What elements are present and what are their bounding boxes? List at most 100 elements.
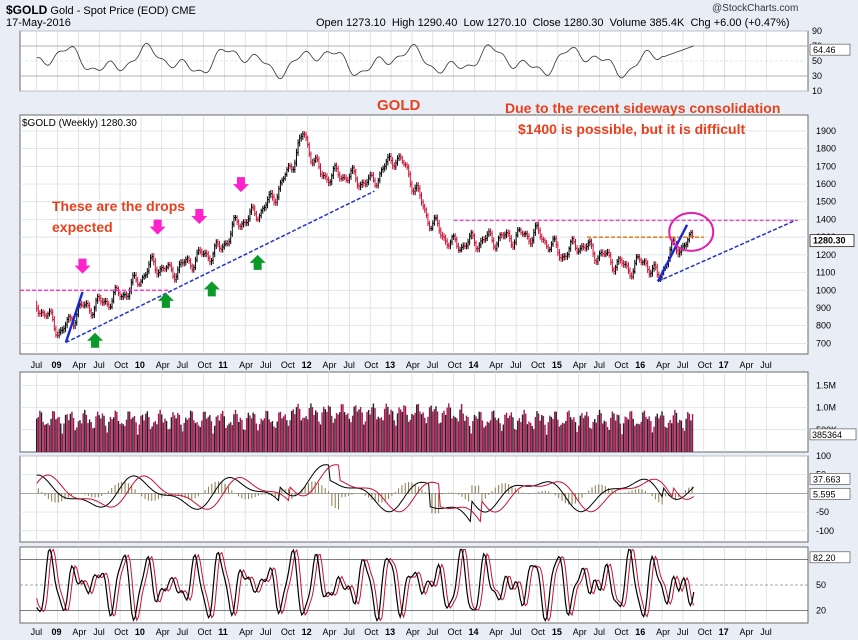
volume-bar: [408, 421, 410, 452]
price-tick-label: 700: [816, 338, 831, 348]
volume-bar: [619, 423, 622, 452]
volume-bar: [385, 403, 387, 452]
x-tick-label: Apr: [156, 360, 170, 370]
volume-bar: [537, 413, 540, 452]
volume-bar: [60, 423, 62, 452]
x-tick-label-bottom: Jul: [343, 627, 355, 637]
volume-bar: [127, 411, 129, 452]
volume-bar: [88, 419, 91, 452]
volume-bar: [555, 411, 557, 452]
volume-bar: [278, 412, 280, 452]
highlight-circle: [668, 211, 715, 252]
volume-bar: [279, 411, 282, 452]
volume-bar: [177, 412, 179, 452]
volume-bar: [682, 427, 684, 452]
volume-bar: [135, 422, 137, 452]
volume-bar: [667, 422, 670, 452]
volume-bar: [549, 415, 551, 452]
volume-bar: [212, 433, 214, 452]
volume-tick-label: 1.5M: [816, 380, 836, 390]
x-tick-label: 15: [552, 360, 562, 370]
volume-bar: [197, 425, 200, 452]
volume-bar: [132, 417, 134, 452]
volume-bar: [494, 417, 497, 452]
x-tick-label: 14: [468, 360, 478, 370]
x-tick-label: Apr: [239, 360, 253, 370]
volume-bar: [254, 414, 256, 452]
volume-bar: [294, 414, 296, 452]
volume-bar: [316, 412, 319, 452]
x-tick-label-bottom: Jul: [31, 627, 43, 637]
volume-bar: [505, 412, 508, 452]
rsi-tick-label: 10: [812, 86, 822, 96]
volume-bar: [603, 420, 606, 452]
header-row-1: $GOLD Gold - Spot Price (EOD) CME: [6, 3, 196, 17]
volume-bar: [140, 415, 142, 452]
volume-bar: [321, 412, 323, 452]
volume-bar: [670, 423, 673, 452]
x-tick-label: Apr: [72, 360, 86, 370]
price-last-value: 1280.30: [813, 236, 846, 246]
volume-bar: [512, 417, 514, 452]
source-credit[interactable]: @StockCharts.com: [712, 3, 799, 14]
volume-bar: [622, 423, 625, 452]
volume-bar: [207, 416, 209, 452]
price-tick-label: 1100: [816, 268, 835, 278]
volume-bar: [515, 429, 517, 452]
volume-bar: [324, 409, 327, 452]
volume-bar: [452, 415, 455, 452]
volume-bar: [45, 424, 47, 452]
volume-bar: [561, 422, 564, 452]
volume-bar: [196, 422, 198, 452]
volume-bar: [252, 412, 254, 452]
volume-bar: [162, 422, 165, 452]
volume-bar: [290, 410, 293, 452]
volume-bar: [146, 411, 149, 452]
green-up-arrow-icon: [249, 254, 266, 270]
volume-bar: [419, 411, 421, 452]
price-panel-label: $GOLD (Weekly) 1280.30: [22, 118, 137, 129]
volume-bar: [428, 407, 431, 452]
volume-bar: [488, 422, 490, 452]
volume-bar: [74, 430, 76, 452]
volume-bar: [688, 413, 691, 452]
volume-bar: [339, 412, 341, 452]
volume-bar: [501, 430, 503, 452]
volume-bar: [499, 423, 501, 452]
volume-bar: [263, 418, 266, 452]
x-tick-label: Jul: [760, 360, 772, 370]
pink-down-arrow-icon: [232, 177, 249, 193]
x-tick-label-bottom: Oct: [114, 627, 129, 637]
x-tick-label: 12: [302, 360, 312, 370]
volume-bar: [427, 416, 429, 452]
volume-bar: [281, 418, 283, 452]
volume-bar: [672, 415, 674, 452]
volume-bar: [347, 413, 349, 452]
volume-bar: [215, 416, 217, 452]
volume-bar: [353, 406, 355, 452]
annotation-drops-line2: expected: [52, 219, 113, 235]
volume-bar: [170, 417, 173, 452]
volume-bar: [258, 424, 261, 452]
volume-bar: [690, 420, 692, 452]
volume-tick-label: 1.0M: [816, 403, 836, 413]
volume-bar: [476, 418, 479, 452]
price-tick-label: 1400: [816, 214, 836, 224]
price-tick-label: 800: [816, 321, 831, 331]
volume-bar: [659, 415, 662, 452]
volume-bar: [597, 414, 599, 452]
volume-bar: [568, 410, 570, 452]
volume-bar: [348, 418, 351, 452]
volume-bar: [634, 425, 636, 452]
volume-bar: [462, 413, 464, 452]
volume-bar: [363, 424, 365, 452]
volume-bar: [306, 419, 309, 452]
volume-bar: [582, 418, 585, 452]
volume-bar: [569, 417, 572, 452]
volume-bar: [137, 434, 139, 452]
volume-bar: [626, 417, 628, 452]
volume-bar: [610, 417, 612, 452]
volume-bar: [103, 415, 105, 452]
volume-bar: [557, 419, 559, 452]
